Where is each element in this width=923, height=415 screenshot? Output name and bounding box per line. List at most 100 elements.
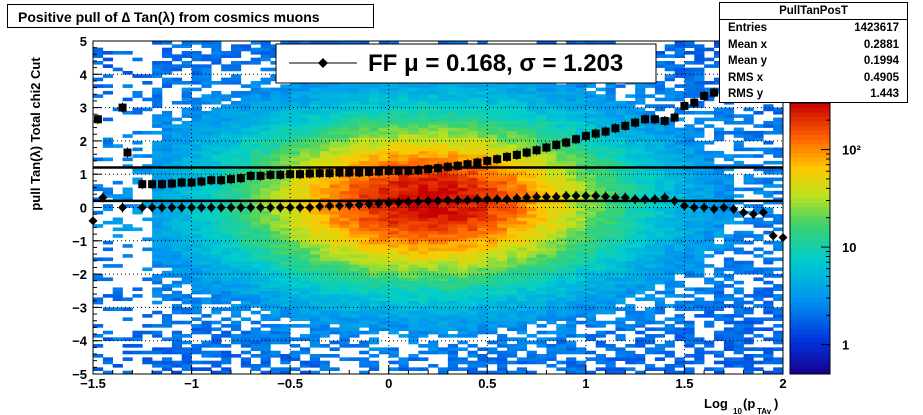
heat-cell <box>201 137 212 142</box>
heat-cell <box>605 360 616 365</box>
heat-cell <box>171 330 183 335</box>
heat-cell <box>369 247 380 252</box>
heat-cell <box>152 324 163 328</box>
heat-cell <box>309 90 321 95</box>
heat-cell <box>260 50 271 55</box>
heat-cell <box>171 220 183 225</box>
heat-cell <box>546 154 557 158</box>
heat-cell <box>260 217 271 222</box>
heat-cell <box>447 120 459 125</box>
heat-cell <box>181 354 192 358</box>
heat-cell <box>595 307 606 312</box>
heat-cell <box>319 217 330 222</box>
heat-cell <box>369 257 380 262</box>
heat-cell <box>516 84 528 88</box>
heat-cell <box>467 234 478 238</box>
heat-cell <box>497 250 508 255</box>
heat-cell <box>102 220 114 225</box>
heat-cell <box>339 294 350 298</box>
heat-cell <box>221 117 232 122</box>
heat-cell <box>625 227 636 232</box>
heat-cell <box>359 297 370 302</box>
heat-cell <box>497 134 508 138</box>
heat-cell <box>536 337 547 341</box>
heat-cell <box>516 327 528 332</box>
heat-cell <box>309 94 321 98</box>
heat-cell <box>507 197 518 202</box>
heat-cell <box>625 314 636 318</box>
heat-cell <box>102 337 114 341</box>
heat-cell <box>408 114 419 118</box>
heat-cell <box>595 150 606 155</box>
heat-cell <box>428 257 439 262</box>
heat-cell <box>526 170 537 175</box>
heat-cell <box>250 217 261 222</box>
heat-cell <box>497 274 508 278</box>
heat-cell <box>369 300 380 305</box>
heat-cell <box>595 294 606 298</box>
heat-cell <box>181 214 192 218</box>
heat-cell <box>585 267 597 272</box>
heat-cell <box>507 137 518 142</box>
heat-cell <box>595 154 606 158</box>
heat-cell <box>526 270 537 275</box>
heat-cell <box>467 247 478 252</box>
heat-cell <box>349 344 360 348</box>
heat-cell <box>329 90 340 95</box>
heat-cell <box>339 90 350 95</box>
heat-cell <box>162 244 173 248</box>
heat-cell <box>270 274 281 278</box>
heat-cell <box>516 274 528 278</box>
heat-cell <box>300 200 311 205</box>
heat-cell <box>635 84 646 88</box>
heat-cell <box>388 87 399 92</box>
heat-cell <box>319 367 330 371</box>
heat-cell <box>576 294 587 298</box>
heat-cell <box>576 127 587 132</box>
heat-cell <box>112 290 123 295</box>
heat-cell <box>477 157 488 162</box>
heat-cell <box>418 197 429 202</box>
heat-cell <box>457 237 468 242</box>
heat-cell <box>428 84 439 88</box>
heat-cell <box>684 250 695 255</box>
heat-cell <box>300 190 311 195</box>
heat-cell <box>319 190 330 195</box>
heat-cell <box>309 177 321 182</box>
heat-cell <box>546 97 557 102</box>
heat-cell <box>556 164 567 168</box>
heat-cell <box>191 360 202 365</box>
heat-cell <box>280 144 291 148</box>
heat-cell <box>270 120 281 125</box>
heat-cell <box>359 127 370 132</box>
heat-cell <box>438 110 449 115</box>
heat-cell <box>201 210 212 215</box>
heat-cell <box>388 84 399 88</box>
heat-cell <box>398 144 409 148</box>
heat-cell <box>546 344 557 348</box>
heat-cell <box>526 287 537 292</box>
heat-cell <box>635 157 646 162</box>
heat-cell <box>300 214 311 218</box>
heat-cell <box>280 357 291 361</box>
heat-cell <box>191 180 202 185</box>
heat-cell <box>270 127 281 132</box>
heat-cell <box>546 267 557 272</box>
heat-cell <box>280 324 291 328</box>
heat-cell <box>467 124 478 128</box>
heat-cell <box>142 277 153 282</box>
heat-cell <box>93 94 104 98</box>
heat-cell <box>674 300 685 305</box>
heat-cell <box>516 197 528 202</box>
heat-cell <box>438 300 449 305</box>
heat-cell <box>388 230 399 235</box>
heat-cell <box>369 280 380 285</box>
heat-cell <box>398 97 409 102</box>
heat-cell <box>388 184 399 188</box>
heat-cell <box>536 87 547 92</box>
heat-cell <box>221 274 232 278</box>
heat-cell <box>191 267 202 272</box>
heat-cell <box>290 187 301 192</box>
heat-cell <box>447 247 459 252</box>
heat-cell <box>181 50 192 55</box>
